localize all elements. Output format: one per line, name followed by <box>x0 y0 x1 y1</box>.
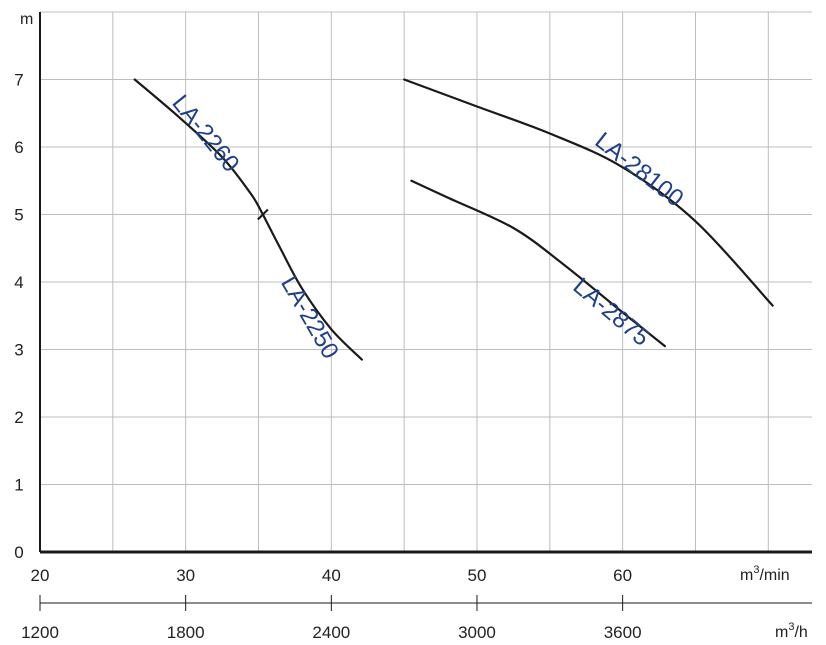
series-label-la-2875: LA-2875 <box>568 273 655 352</box>
secondary-x-tick-label: 1800 <box>167 623 205 642</box>
y-tick-label: 3 <box>14 341 23 360</box>
x-axis-unit-base: m <box>740 567 753 584</box>
secondary-x-axis-unit: m3/h <box>775 621 808 641</box>
series-label-la-28100: LA-28100 <box>590 127 689 212</box>
y-tick-label: 2 <box>14 408 23 427</box>
secondary-x-tick-label: 3600 <box>604 623 642 642</box>
secondary-x-tick-label: 2400 <box>312 623 350 642</box>
y-tick-label: 7 <box>14 71 23 90</box>
y-tick-label: 5 <box>14 206 23 225</box>
axes <box>39 12 812 554</box>
series-label-la-2260: LA-2260 <box>166 90 244 178</box>
secondary-x-tick-label: 3000 <box>458 623 496 642</box>
series-junction-mark <box>257 208 269 221</box>
secondary-x-tick-label: 1200 <box>21 623 59 642</box>
series-line-la-28100 <box>403 78 774 307</box>
series-line-la-2250 <box>261 213 363 361</box>
secondary-x-unit-exp: 3 <box>788 621 794 633</box>
x-axis-unit: m3/min <box>740 564 790 584</box>
y-tick-label: 1 <box>14 476 23 495</box>
y-tick-label: 0 <box>14 543 23 562</box>
x-tick-label: 20 <box>31 566 50 585</box>
x-tick-labels: 20 30 40 50 60 <box>31 566 633 585</box>
series-curves <box>133 78 774 361</box>
x-tick-label: 60 <box>613 566 632 585</box>
x-axis-unit-rest: /min <box>759 567 789 584</box>
grid <box>40 11 812 552</box>
x-tick-label: 40 <box>322 566 341 585</box>
x-axis-unit-exp: 3 <box>753 564 759 576</box>
y-tick-labels: 0 1 2 3 4 5 6 7 <box>14 71 23 563</box>
series-line-la-2260 <box>133 78 264 216</box>
y-tick-label: 4 <box>14 273 23 292</box>
y-axis-unit: m <box>20 11 33 28</box>
x-tick-label: 50 <box>468 566 487 585</box>
x-tick-label: 30 <box>176 566 195 585</box>
secondary-x-unit-base: m <box>775 624 788 641</box>
secondary-x-axis: 1200 1800 2400 3000 3600 <box>21 595 812 642</box>
series-line-la-2875 <box>410 179 666 348</box>
secondary-x-unit-rest: /h <box>794 624 807 641</box>
y-tick-label: 6 <box>14 138 23 157</box>
